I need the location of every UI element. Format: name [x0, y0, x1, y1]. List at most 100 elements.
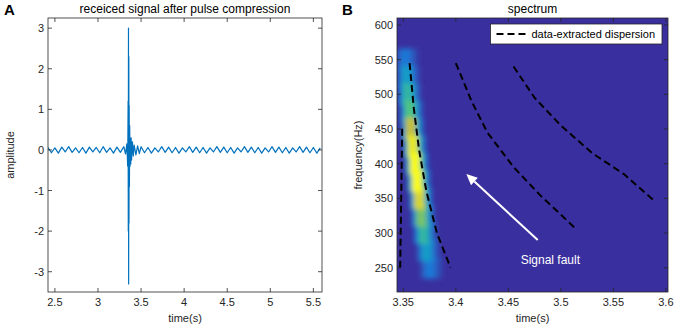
y-axis-label: amplitude — [4, 131, 16, 179]
y-tick-right — [664, 233, 668, 234]
y-tick-label: 1 — [38, 103, 44, 115]
heatmap — [397, 49, 443, 279]
y-tick-label: -2 — [34, 225, 44, 237]
y-tick-right — [318, 149, 322, 150]
x-tick-label: 3.6 — [658, 296, 673, 308]
x-tick-top — [560, 18, 561, 22]
x-tick-top — [403, 18, 404, 22]
y-tick-label: 300 — [375, 227, 393, 239]
y-tick — [397, 163, 401, 164]
x-tick-label: 3.45 — [498, 296, 519, 308]
x-axis-label: time(s) — [168, 312, 202, 324]
y-tick — [397, 267, 401, 268]
y-tick-right — [664, 163, 668, 164]
y-tick — [397, 233, 401, 234]
x-tick — [141, 288, 142, 292]
y-tick — [48, 231, 52, 232]
figure: 2.533.544.555.5-3-2-10123receiced signal… — [0, 0, 678, 327]
data-line — [400, 63, 655, 268]
y-tick-right — [664, 94, 668, 95]
y-tick-label: 400 — [375, 158, 393, 170]
plot-area — [397, 49, 655, 279]
y-tick-right — [318, 271, 322, 272]
x-tick-top — [141, 18, 142, 22]
axes-frame — [48, 18, 322, 292]
x-tick-label: 5 — [267, 296, 273, 308]
x-axis-label: time(s) — [516, 312, 550, 324]
data-line — [48, 28, 320, 284]
y-tick-right — [664, 128, 668, 129]
y-tick-label: 350 — [375, 192, 393, 204]
x-tick-label: 3.4 — [448, 296, 463, 308]
y-tick — [397, 94, 401, 95]
annotation-arrow-head — [466, 174, 477, 185]
annotation-arrow — [474, 182, 537, 240]
x-tick-top — [227, 18, 228, 22]
x-tick-label: 3.5 — [553, 296, 568, 308]
y-tick-right — [318, 231, 322, 232]
x-tick-top — [508, 18, 509, 22]
panel-label: A — [4, 1, 15, 18]
x-tick-label: 3 — [95, 296, 101, 308]
y-tick — [48, 271, 52, 272]
plot-background — [48, 18, 322, 292]
y-tick-right — [664, 59, 668, 60]
heatmap-cell — [412, 170, 422, 192]
x-tick — [184, 288, 185, 292]
y-tick — [397, 59, 401, 60]
x-tick-top — [455, 18, 456, 22]
x-tick-label: 3.5 — [133, 296, 148, 308]
x-tick-top — [613, 18, 614, 22]
x-tick — [455, 288, 456, 292]
y-tick-label: -1 — [34, 185, 44, 197]
y-axis-label: frequency(Hz) — [352, 120, 364, 189]
x-tick — [313, 288, 314, 292]
x-tick — [227, 288, 228, 292]
x-tick — [613, 288, 614, 292]
y-tick-label: 3 — [38, 22, 44, 34]
x-tick — [560, 288, 561, 292]
x-tick-label: 4 — [181, 296, 187, 308]
legend-box — [490, 24, 662, 44]
x-tick — [97, 288, 98, 292]
axes-frame — [397, 18, 668, 292]
chart-title: receiced signal after pulse compression — [80, 2, 291, 16]
y-tick-label: 0 — [38, 144, 44, 156]
y-tick — [397, 24, 401, 25]
x-tick — [665, 288, 666, 292]
y-tick-label: 500 — [375, 88, 393, 100]
x-tick-top — [270, 18, 271, 22]
y-tick-right — [664, 24, 668, 25]
y-tick — [397, 198, 401, 199]
y-tick — [48, 190, 52, 191]
plot-background — [397, 18, 668, 292]
y-tick — [397, 128, 401, 129]
y-tick-label: 250 — [375, 262, 393, 274]
x-tick-top — [665, 18, 666, 22]
y-tick-right — [664, 198, 668, 199]
x-tick-label: 3.55 — [603, 296, 624, 308]
x-tick-top — [97, 18, 98, 22]
x-tick-label: 5.5 — [306, 296, 321, 308]
x-tick-label: 4.5 — [220, 296, 235, 308]
x-tick — [54, 288, 55, 292]
legend: data-extracted dispersion — [490, 24, 662, 44]
y-tick-label: 600 — [375, 19, 393, 31]
y-tick — [48, 149, 52, 150]
panel-label: B — [342, 1, 353, 18]
y-tick-right — [664, 267, 668, 268]
y-tick-label: 550 — [375, 54, 393, 66]
x-tick-top — [54, 18, 55, 22]
y-tick-label: 2 — [38, 63, 44, 75]
x-tick — [270, 288, 271, 292]
y-tick-right — [318, 190, 322, 191]
y-tick-right — [318, 109, 322, 110]
y-tick — [48, 109, 52, 110]
y-tick-label: 450 — [375, 123, 393, 135]
chart-title: spectrum — [508, 2, 557, 16]
x-tick-label: 2.5 — [47, 296, 62, 308]
y-tick-right — [318, 68, 322, 69]
plot-area — [48, 28, 320, 284]
x-tick — [508, 288, 509, 292]
x-tick-top — [313, 18, 314, 22]
